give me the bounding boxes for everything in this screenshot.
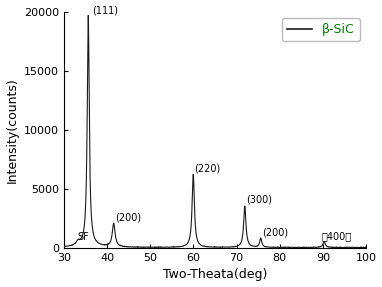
Text: （400）: （400） xyxy=(322,231,352,241)
Text: (111): (111) xyxy=(92,6,118,16)
Y-axis label: Intensity(counts): Intensity(counts) xyxy=(6,77,19,183)
Text: (220): (220) xyxy=(194,163,221,173)
Legend: β-SiC: β-SiC xyxy=(282,18,360,42)
Text: (200): (200) xyxy=(262,227,288,237)
Text: (200): (200) xyxy=(115,213,141,223)
X-axis label: Two-Theata(deg): Two-Theata(deg) xyxy=(163,268,267,282)
Text: (300): (300) xyxy=(246,195,272,205)
Text: SF: SF xyxy=(77,232,89,242)
